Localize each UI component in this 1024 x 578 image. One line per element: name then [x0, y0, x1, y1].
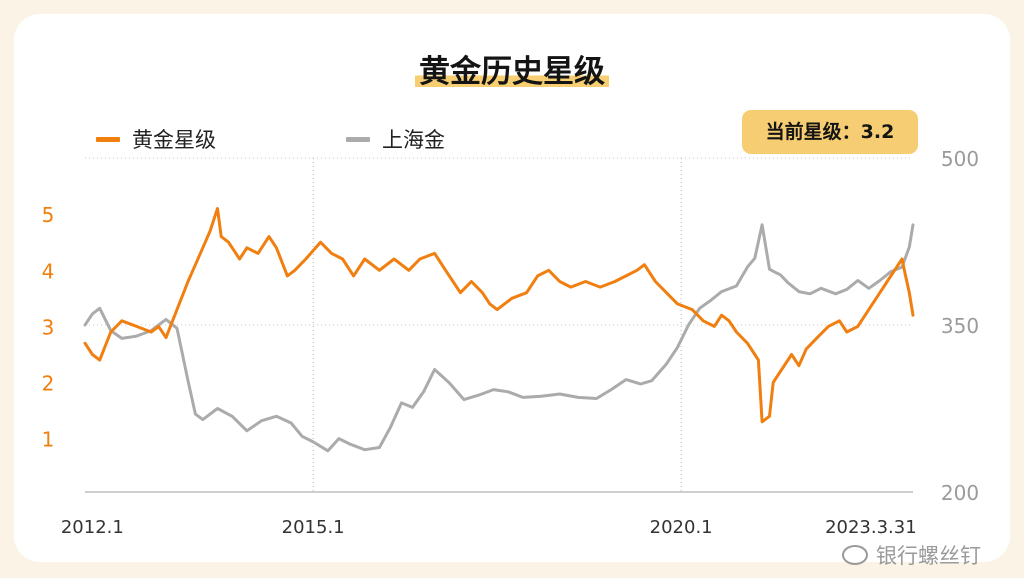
legend-swatch-shanghai-gold [346, 136, 370, 142]
chart-title: 黄金历史星级 [0, 46, 1024, 91]
x-axis-tick-label: 2015.1 [282, 517, 345, 538]
x-axis-tick-label: 2023.3.31 [825, 517, 917, 538]
current-rating-badge: 当前星级：3.2 [742, 110, 918, 154]
chart-card [14, 14, 1010, 562]
right-axis-tick-label: 500 [941, 147, 979, 171]
series-line-shanghai-gold [83, 223, 915, 453]
left-axis-tick-label: 3 [42, 315, 55, 339]
series-line-gold-star [83, 207, 915, 424]
watermark-text: 银行螺丝钉 [876, 544, 981, 568]
right-axis-tick-label: 200 [941, 481, 979, 505]
left-axis-tick-label: 5 [42, 203, 55, 227]
legend-label-shanghai-gold: 上海金 [382, 128, 445, 152]
x-axis-tick-label: 2020.1 [650, 517, 713, 538]
legend-swatch-gold-star [96, 136, 120, 142]
left-axis-tick-label: 1 [42, 428, 55, 452]
legend-label-gold-star: 黄金星级 [132, 128, 216, 152]
legend-item-shanghai-gold: 上海金 [346, 124, 445, 154]
left-axis-tick-label: 2 [42, 372, 55, 396]
right-axis-tick-label: 350 [941, 314, 979, 338]
current-rating-label: 当前星级： [765, 121, 861, 143]
legend-item-gold-star: 黄金星级 [96, 124, 216, 154]
current-rating-value: 3.2 [860, 121, 895, 143]
x-axis-tick-label: 2012.1 [61, 517, 124, 538]
watermark: 银行螺丝钉 [842, 540, 981, 570]
weibo-icon [842, 545, 868, 565]
left-axis-tick-label: 4 [42, 259, 55, 283]
